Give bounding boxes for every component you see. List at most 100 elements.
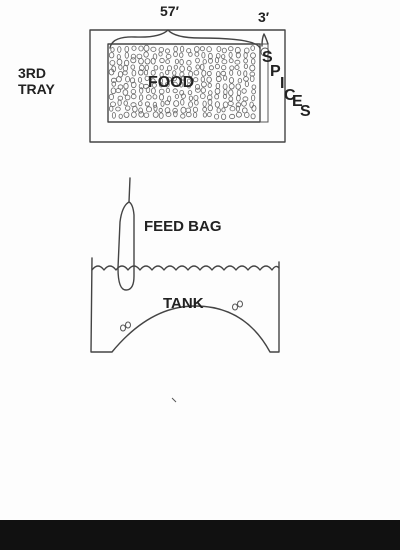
tank-outline: [90, 257, 280, 353]
food-pebble: [180, 45, 185, 53]
sketch-diagram: 57′ 3′ 3RD TRAY FOOD S P I C E S FEED BA…: [18, 3, 311, 403]
food-pebble: [145, 87, 151, 94]
food-pebble: [249, 75, 255, 82]
food-pebble: [118, 64, 123, 70]
food-pebble: [234, 65, 240, 70]
tray-label-line2: TRAY: [18, 81, 55, 97]
food-pebble: [214, 87, 221, 95]
food-pebble: [193, 77, 199, 83]
food-pebble: [229, 65, 235, 71]
food-pebble: [236, 89, 242, 96]
food-texture: [108, 44, 257, 120]
food-pebble: [202, 106, 208, 112]
dim-food-label: 57′: [160, 3, 180, 19]
food-pebble: [235, 83, 241, 90]
food-pebble: [250, 52, 256, 59]
food-pebble: [131, 69, 137, 77]
food-pebble: [165, 54, 172, 60]
food-pebble: [194, 99, 199, 106]
food-pebble: [159, 72, 164, 78]
food-pebble: [173, 100, 180, 107]
food-pebble: [250, 58, 256, 65]
food-pebble: [200, 87, 206, 94]
food-pebble: [228, 46, 234, 52]
food-pebble: [221, 54, 226, 60]
food-pebble: [165, 81, 170, 88]
food-pebble: [172, 107, 178, 114]
food-pebble: [208, 65, 214, 71]
food-pebble: [201, 70, 207, 77]
food-pebble: [108, 105, 114, 112]
food-pebble: [116, 54, 121, 60]
food-pebble: [108, 93, 115, 101]
food-pebble: [179, 65, 185, 73]
water-surface: [91, 265, 280, 271]
food-pebble: [144, 64, 149, 71]
food-pebble: [158, 88, 165, 95]
food-pebble: [139, 64, 145, 72]
food-pebble: [165, 48, 170, 54]
food-pebble: [193, 112, 198, 118]
feed-bag-hanger: [128, 177, 131, 203]
food-pebble: [216, 107, 221, 114]
food-pebble: [111, 81, 117, 87]
food-pebble: [180, 98, 185, 106]
food-pebble: [129, 77, 136, 84]
paper-sheet: [0, 0, 400, 520]
food-pebble: [158, 77, 163, 84]
tray-label-line1: 3RD: [18, 65, 46, 81]
food-pebble: [138, 69, 144, 76]
food-pebble: [236, 94, 241, 102]
food-pebble: [228, 58, 234, 64]
food-pebble: [137, 77, 143, 83]
food-pebble: [195, 84, 200, 90]
food-pebble: [116, 58, 123, 66]
food-pebble: [229, 106, 236, 112]
food-pebble: [188, 70, 194, 78]
food-pebble: [125, 75, 130, 83]
food-pebble: [193, 70, 200, 76]
food-pebble: [186, 111, 192, 118]
spice-column: [259, 43, 269, 123]
food-pebble: [117, 99, 122, 106]
food-pebble: [171, 74, 178, 82]
food-pebble: [115, 106, 121, 112]
food-pebble: [159, 57, 165, 64]
food-pebble: [130, 89, 137, 95]
food-pebble: [178, 52, 184, 58]
food-pebble: [214, 113, 220, 120]
food-pebble: [110, 87, 117, 95]
food-pebble: [214, 93, 220, 100]
food-pebble: [207, 104, 213, 112]
food-pebble: [130, 81, 137, 89]
food-pebble: [138, 111, 145, 118]
food-pebble: [150, 57, 156, 65]
stray-mark: [171, 397, 177, 403]
food-pebble: [199, 46, 205, 52]
food-pebble: [164, 100, 171, 106]
food-pebble: [151, 82, 157, 88]
food-pebble: [158, 112, 164, 119]
food-pebble: [229, 70, 234, 76]
food-pebble: [173, 64, 178, 70]
food-pebble: [244, 81, 249, 88]
food-pebble: [249, 64, 256, 72]
food-pebble: [250, 113, 256, 120]
food-pebble: [150, 78, 156, 84]
food-pebble: [158, 82, 164, 88]
food-pebble: [250, 45, 256, 51]
food-pebble: [235, 102, 242, 108]
food-pebble: [165, 59, 170, 64]
food-pebble: [130, 53, 136, 60]
food-pebble: [118, 113, 123, 119]
food-pebble: [132, 105, 138, 113]
food-pebble: [117, 46, 122, 53]
food-pebble: [188, 52, 193, 57]
food-pebble: [243, 58, 248, 64]
food-pebble: [130, 57, 137, 64]
food-pebble: [144, 58, 151, 65]
food-pebble: [116, 76, 122, 83]
food-pebble: [131, 45, 137, 51]
food-pebble: [123, 82, 129, 90]
food-pebble: [185, 107, 191, 113]
